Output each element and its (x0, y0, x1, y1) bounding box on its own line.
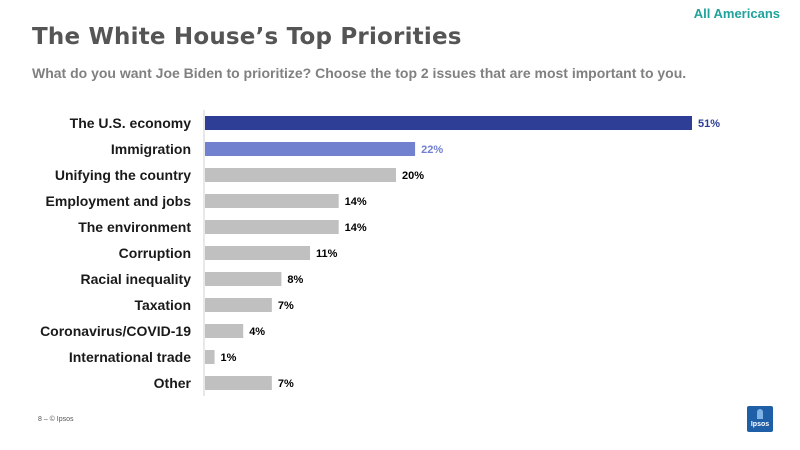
category-label: Racial inequality (81, 271, 192, 287)
value-label: 7% (278, 300, 294, 312)
bar (205, 324, 244, 338)
category-label: Unifying the country (55, 167, 191, 183)
page-footer: 8 ‒ © Ipsos (38, 416, 74, 423)
category-label: Immigration (111, 141, 191, 157)
category-label: The U.S. economy (70, 115, 192, 131)
category-label: The environment (78, 219, 191, 235)
value-label: 4% (249, 326, 265, 338)
value-label: 14% (345, 196, 367, 208)
bar (205, 194, 339, 208)
category-label: Coronavirus/COVID-19 (40, 323, 191, 339)
bar (205, 168, 396, 182)
audience-label: All Americans (693, 6, 780, 21)
logo-text: Ipsos (750, 421, 770, 428)
bar (205, 142, 416, 156)
value-label: 51% (698, 118, 720, 130)
chart-subtitle: What do you want Joe Biden to prioritize… (32, 65, 687, 81)
category-label: Taxation (134, 297, 191, 313)
bar (205, 220, 339, 234)
bar (205, 116, 692, 130)
bar (205, 246, 311, 260)
value-label: 22% (421, 144, 443, 156)
bar (205, 272, 282, 286)
value-label: 11% (316, 248, 338, 260)
bar (205, 376, 272, 390)
category-label: Other (154, 375, 192, 391)
value-label: 14% (345, 222, 367, 234)
logo-mark-icon (757, 409, 763, 419)
bar (205, 350, 215, 364)
value-label: 7% (278, 378, 294, 390)
value-label: 8% (287, 274, 303, 286)
ipsos-logo: Ipsos (747, 406, 773, 432)
category-label: Employment and jobs (46, 193, 192, 209)
value-label: 20% (402, 170, 424, 182)
page-title: The White House’s Top Priorities (32, 24, 462, 50)
category-label: International trade (69, 349, 191, 365)
value-label: 1% (221, 352, 237, 364)
bar (205, 298, 272, 312)
category-label: Corruption (119, 245, 191, 261)
